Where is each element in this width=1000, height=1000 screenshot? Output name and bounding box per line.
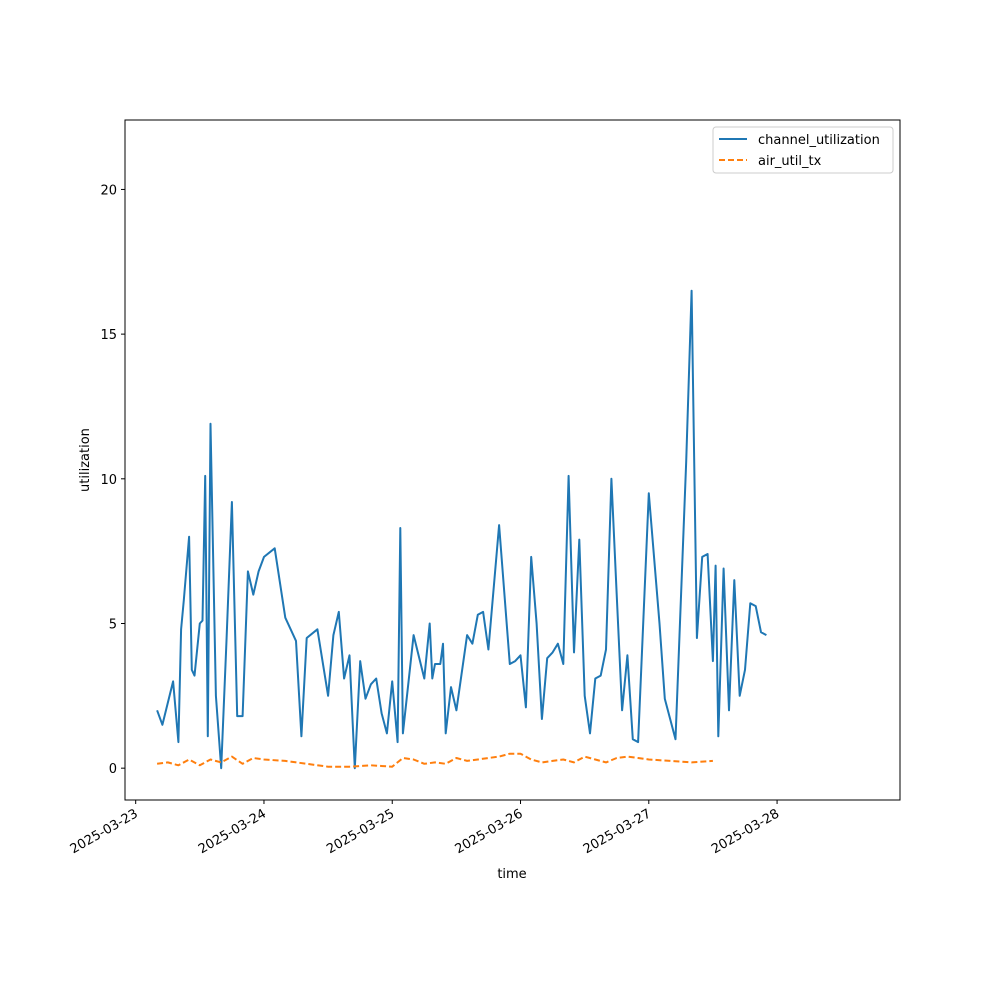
series-line-air-util-tx <box>156 752 713 768</box>
y-axis-ticks: 0 5 10 15 20 <box>100 183 125 777</box>
y-tick-label: 15 <box>100 328 117 343</box>
series-line-channel-utilization <box>156 289 767 770</box>
legend-box <box>712 126 894 174</box>
legend-label-air-util-tx: air_util_tx <box>758 154 822 169</box>
y-axis-label: utilization <box>78 428 93 492</box>
legend: channel_utilization air_util_tx <box>712 126 894 174</box>
plot-area <box>125 120 900 800</box>
legend-label-channel-utilization: channel_utilization <box>758 133 880 148</box>
axes-background <box>125 120 900 800</box>
y-tick-label: 0 <box>109 762 117 777</box>
axes-frame <box>124 119 901 801</box>
y-tick-label: 10 <box>100 473 117 488</box>
y-tick-label: 5 <box>109 617 117 632</box>
y-tick-label: 20 <box>100 183 117 198</box>
x-axis-label: time <box>497 867 526 882</box>
series-layer <box>156 289 767 770</box>
